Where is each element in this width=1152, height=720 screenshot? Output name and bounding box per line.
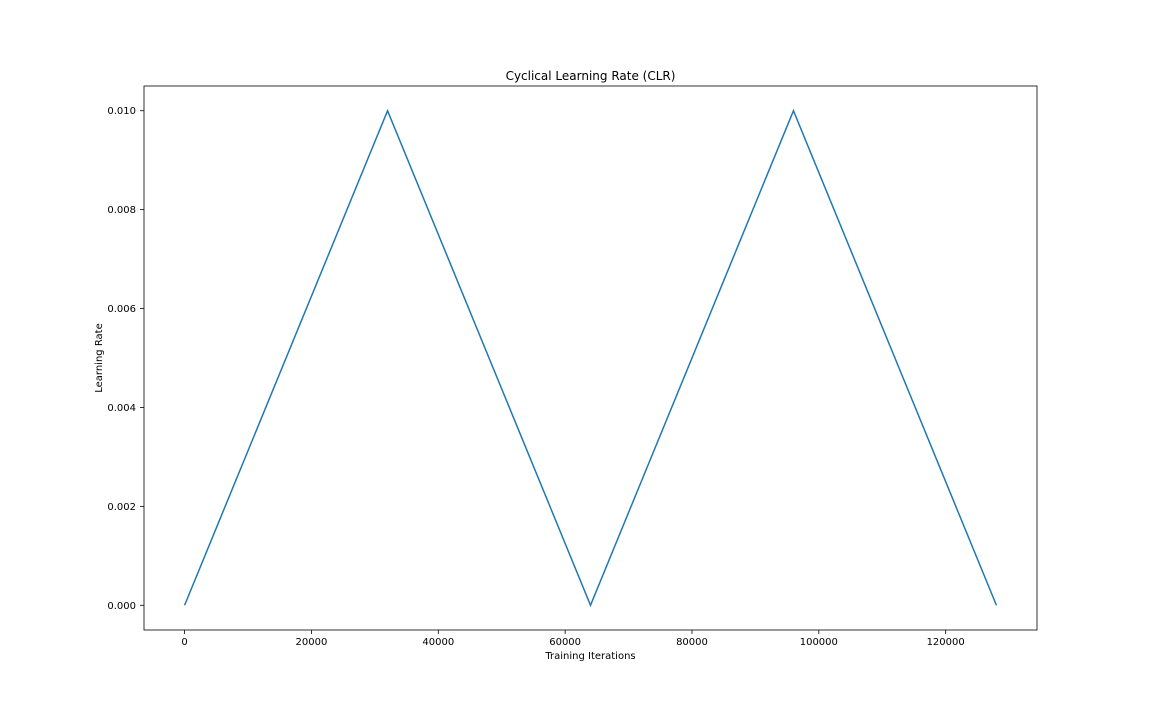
x-tick-label: 80000 [676,637,708,648]
y-tick-label: 0.002 [107,502,136,513]
x-axis-label: Training Iterations [544,651,635,662]
y-axis-ticks: 0.000 0.002 0.004 0.006 0.008 0.010 [107,106,144,612]
series-line-0 [183,108,998,608]
y-tick-label: 0.004 [107,403,136,414]
x-tick-label: 40000 [422,637,454,648]
x-axis-ticks: 0 20000 40000 60000 80000 100000 120000 [181,630,965,648]
plot-background [144,86,1037,630]
x-tick-label: 0 [181,637,187,648]
y-tick-label: 0.010 [107,106,136,117]
y-tick-label: 0.000 [107,601,136,612]
plot-frame [143,85,1038,631]
chart-title: Cyclical Learning Rate (CLR) [506,69,676,83]
y-tick-label: 0.008 [107,205,136,216]
y-axis-label: Learning Rate [94,323,105,393]
x-tick-label: 60000 [549,637,581,648]
x-tick-label: 120000 [927,637,965,648]
x-tick-label: 20000 [296,637,328,648]
x-tick-label: 100000 [800,637,838,648]
series-layer [183,108,998,608]
y-tick-label: 0.006 [107,304,136,315]
